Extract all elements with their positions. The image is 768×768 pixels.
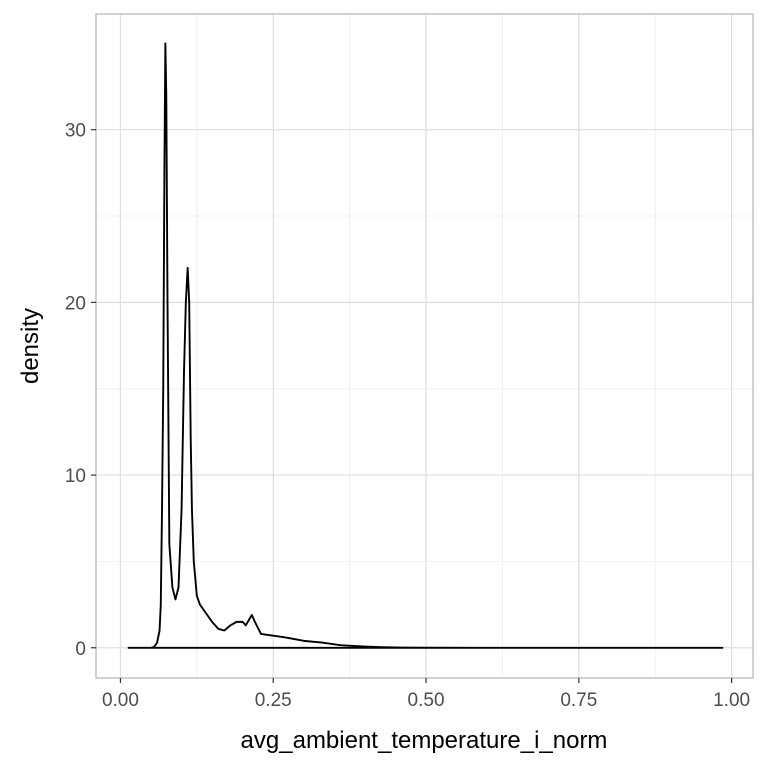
y-tick-label: 10 <box>65 466 86 487</box>
plot-panel <box>96 14 753 678</box>
y-tick-label: 30 <box>65 121 86 142</box>
y-tick-label: 20 <box>65 293 86 314</box>
x-axis-title: avg_ambient_temperature_i_norm <box>241 727 608 754</box>
major-gridlines <box>96 14 753 678</box>
y-axis-ticks: 0 10 20 30 <box>65 121 96 660</box>
density-curve <box>127 42 724 649</box>
y-tick-label: 0 <box>75 639 86 660</box>
minor-gridlines <box>96 14 753 678</box>
plot-border <box>95 13 754 679</box>
x-tick-label: 1.00 <box>713 690 750 711</box>
x-tick-label: 0.75 <box>560 690 597 711</box>
x-tick-label: 0.00 <box>102 690 139 711</box>
x-tick-label: 0.25 <box>255 690 292 711</box>
x-tick-label: 0.50 <box>408 690 445 711</box>
y-axis-title: density <box>17 308 44 384</box>
x-axis-ticks: 0.00 0.25 0.50 0.75 1.00 <box>102 678 750 711</box>
